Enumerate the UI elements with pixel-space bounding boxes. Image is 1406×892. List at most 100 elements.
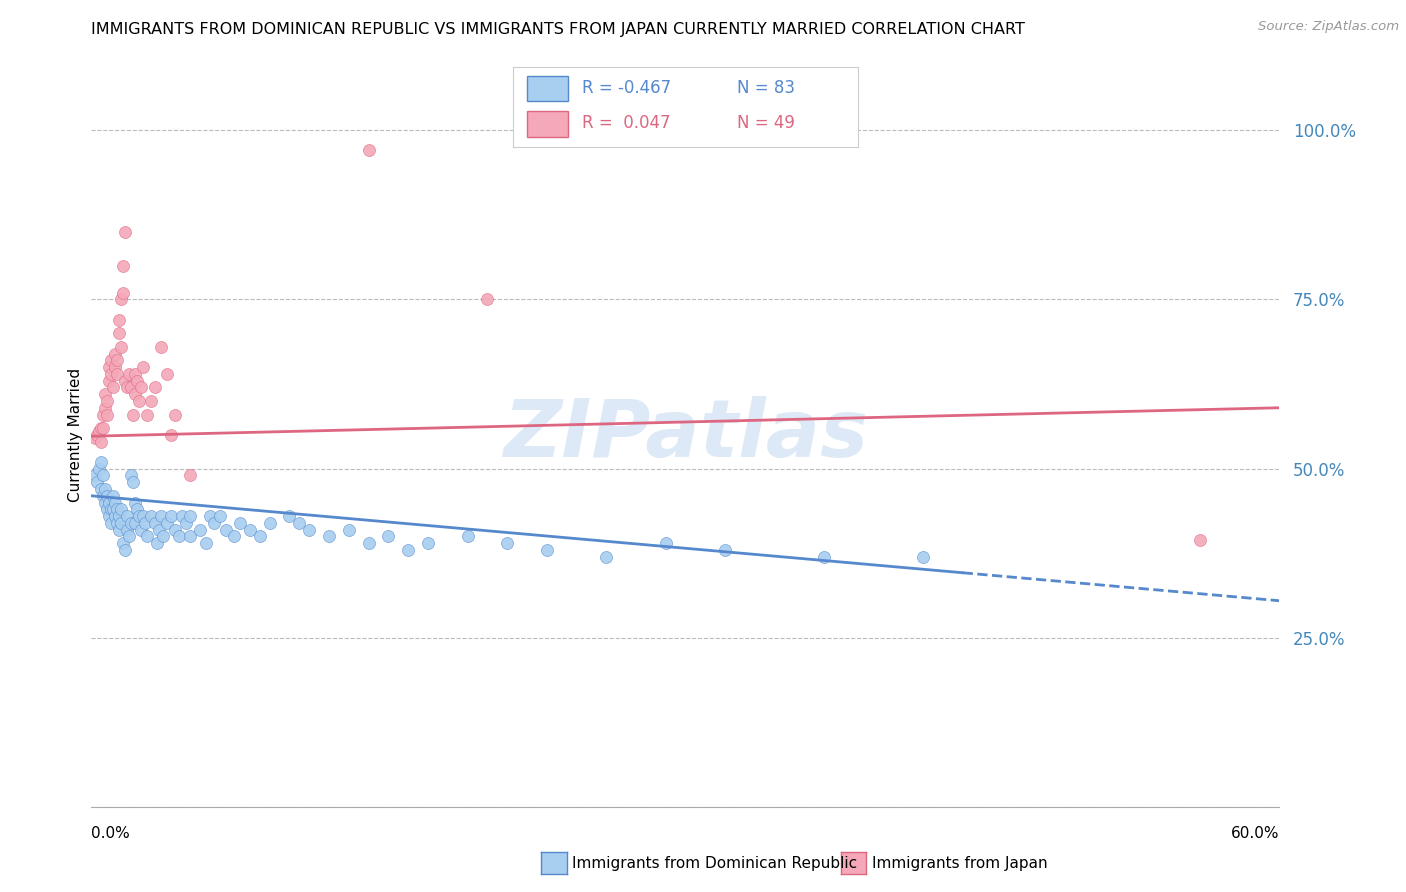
Point: [654, 536, 676, 550]
Point: [84, 468, 107, 483]
Point: [179, 529, 201, 543]
Point: [125, 374, 148, 388]
Point: [536, 543, 558, 558]
Point: [86, 428, 108, 442]
Point: [89, 425, 111, 439]
Point: [91, 408, 114, 422]
Point: [188, 523, 211, 537]
Point: [110, 516, 132, 530]
Text: N = 49: N = 49: [737, 114, 794, 133]
Point: [167, 529, 190, 543]
Point: [396, 543, 419, 558]
Point: [94, 387, 117, 401]
Text: Immigrants from Japan: Immigrants from Japan: [872, 856, 1047, 871]
Point: [105, 367, 128, 381]
Point: [134, 516, 156, 530]
Point: [114, 543, 136, 558]
Point: [128, 394, 150, 409]
Point: [120, 468, 142, 483]
Point: [98, 495, 121, 509]
Point: [112, 259, 135, 273]
Point: [96, 489, 118, 503]
Point: [115, 509, 138, 524]
Point: [105, 502, 128, 516]
Point: [112, 536, 135, 550]
Point: [714, 543, 737, 558]
Point: [159, 509, 181, 524]
Point: [124, 387, 146, 401]
Point: [100, 516, 122, 530]
Point: [129, 380, 152, 394]
Point: [278, 509, 301, 524]
Point: [105, 516, 128, 530]
Point: [416, 536, 439, 550]
Point: [96, 394, 118, 409]
Point: [115, 380, 138, 394]
Text: R =  0.047: R = 0.047: [582, 114, 671, 133]
Point: [112, 285, 135, 300]
Point: [496, 536, 519, 550]
Point: [94, 401, 117, 415]
Point: [477, 293, 499, 307]
Point: [156, 516, 179, 530]
Point: [124, 516, 146, 530]
Point: [229, 516, 252, 530]
Point: [96, 408, 118, 422]
Point: [143, 380, 166, 394]
Text: Immigrants from Dominican Republic: Immigrants from Dominican Republic: [572, 856, 858, 871]
Text: 60.0%: 60.0%: [1232, 827, 1279, 841]
Point: [457, 529, 479, 543]
Point: [84, 431, 107, 445]
Point: [122, 475, 145, 490]
Point: [135, 529, 157, 543]
Point: [98, 509, 121, 524]
Point: [159, 428, 181, 442]
Point: [100, 367, 122, 381]
Point: [118, 529, 141, 543]
Point: [149, 340, 172, 354]
Point: [128, 509, 150, 524]
Point: [101, 502, 124, 516]
Bar: [527, 111, 568, 136]
Point: [90, 482, 112, 496]
Point: [172, 509, 194, 524]
Point: [108, 523, 131, 537]
Point: [98, 374, 121, 388]
Point: [152, 529, 174, 543]
Bar: [527, 76, 568, 102]
Point: [98, 360, 121, 375]
Point: [96, 502, 118, 516]
Point: [298, 523, 321, 537]
Point: [91, 468, 114, 483]
Point: [149, 509, 172, 524]
Point: [139, 394, 162, 409]
Point: [101, 380, 124, 394]
Point: [90, 455, 112, 469]
Point: [132, 509, 155, 524]
Point: [357, 144, 380, 158]
Point: [176, 516, 198, 530]
Point: [94, 495, 117, 509]
Point: [110, 293, 132, 307]
Point: [110, 340, 132, 354]
Point: [124, 367, 146, 381]
Point: [318, 529, 340, 543]
Point: [122, 408, 145, 422]
Point: [108, 509, 131, 524]
Point: [120, 516, 142, 530]
Point: [129, 523, 152, 537]
Point: [104, 360, 127, 375]
Point: [108, 312, 131, 326]
Point: [148, 523, 170, 537]
Point: [145, 536, 167, 550]
Point: [124, 495, 146, 509]
Point: [101, 489, 124, 503]
Point: [114, 225, 136, 239]
Text: R = -0.467: R = -0.467: [582, 79, 671, 97]
Point: [135, 408, 157, 422]
Point: [104, 509, 127, 524]
Point: [90, 421, 112, 435]
Point: [179, 468, 201, 483]
Point: [911, 549, 934, 564]
Point: [215, 523, 238, 537]
